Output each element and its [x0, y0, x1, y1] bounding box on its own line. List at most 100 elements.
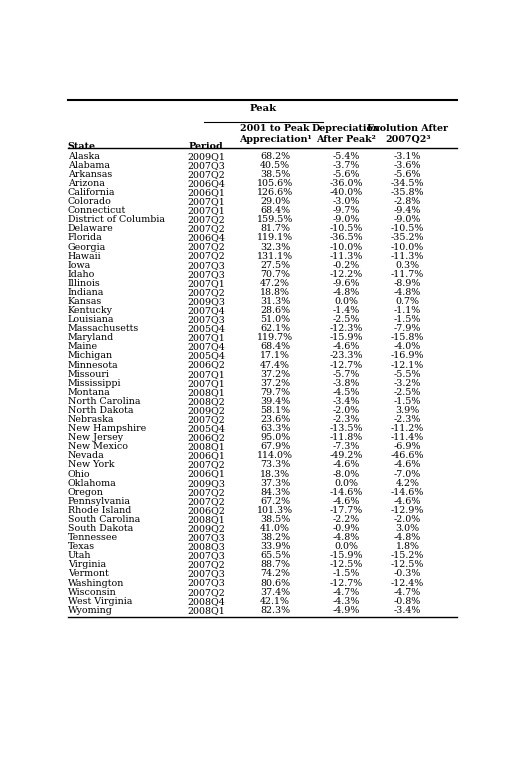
Text: 31.3%: 31.3%: [260, 297, 290, 306]
Text: 2007Q1: 2007Q1: [187, 197, 224, 206]
Text: 80.6%: 80.6%: [260, 578, 290, 587]
Text: -11.8%: -11.8%: [329, 433, 362, 442]
Text: -4.0%: -4.0%: [393, 342, 420, 352]
Text: 2007Q4: 2007Q4: [187, 342, 224, 352]
Text: 2007Q1: 2007Q1: [187, 379, 224, 388]
Text: Mississippi: Mississippi: [68, 379, 121, 388]
Text: -4.8%: -4.8%: [332, 288, 359, 297]
Text: Nebraska: Nebraska: [68, 415, 114, 424]
Text: -0.3%: -0.3%: [393, 569, 420, 578]
Text: 2007Q3: 2007Q3: [187, 161, 224, 170]
Text: Illinois: Illinois: [68, 279, 100, 288]
Text: 2009Q2: 2009Q2: [187, 406, 224, 415]
Text: 119.1%: 119.1%: [257, 234, 293, 243]
Text: 2007Q3: 2007Q3: [187, 269, 224, 279]
Text: -4.6%: -4.6%: [332, 342, 359, 352]
Text: 81.7%: 81.7%: [260, 224, 290, 234]
Text: 2007Q2: 2007Q2: [187, 170, 224, 179]
Text: -10.0%: -10.0%: [390, 243, 423, 251]
Text: 84.3%: 84.3%: [260, 488, 290, 497]
Text: -35.2%: -35.2%: [390, 234, 423, 243]
Text: -9.0%: -9.0%: [332, 215, 359, 224]
Text: -4.8%: -4.8%: [393, 533, 420, 542]
Text: -2.8%: -2.8%: [393, 197, 420, 206]
Text: North Carolina: North Carolina: [68, 397, 140, 406]
Text: 88.7%: 88.7%: [260, 560, 290, 569]
Text: 65.5%: 65.5%: [260, 551, 290, 560]
Text: -12.5%: -12.5%: [390, 560, 423, 569]
Text: -36.5%: -36.5%: [329, 234, 362, 243]
Text: -4.6%: -4.6%: [393, 497, 420, 506]
Text: 4.2%: 4.2%: [395, 479, 419, 488]
Text: -3.6%: -3.6%: [393, 161, 420, 170]
Text: 126.6%: 126.6%: [257, 188, 293, 197]
Text: 63.3%: 63.3%: [260, 424, 290, 433]
Text: -36.0%: -36.0%: [329, 179, 362, 188]
Text: Wyoming: Wyoming: [68, 606, 112, 615]
Text: 62.1%: 62.1%: [260, 324, 290, 333]
Text: -12.1%: -12.1%: [390, 361, 423, 370]
Text: 2007Q1: 2007Q1: [187, 370, 224, 379]
Text: 2006Q4: 2006Q4: [187, 179, 224, 188]
Text: -1.5%: -1.5%: [332, 569, 359, 578]
Text: Connecticut: Connecticut: [68, 206, 126, 215]
Text: -4.8%: -4.8%: [393, 288, 420, 297]
Text: -12.3%: -12.3%: [329, 324, 362, 333]
Text: 2008Q1: 2008Q1: [187, 515, 224, 524]
Text: Kansas: Kansas: [68, 297, 102, 306]
Text: Peak: Peak: [249, 103, 276, 113]
Text: 67.9%: 67.9%: [260, 442, 290, 451]
Text: Georgia: Georgia: [68, 243, 106, 251]
Text: 119.7%: 119.7%: [257, 333, 293, 342]
Text: 2007Q2: 2007Q2: [187, 252, 224, 260]
Text: -4.3%: -4.3%: [332, 597, 359, 606]
Text: 2007Q2: 2007Q2: [187, 215, 224, 224]
Text: 2007Q1: 2007Q1: [187, 279, 224, 288]
Text: -2.3%: -2.3%: [332, 415, 359, 424]
Text: -4.8%: -4.8%: [332, 533, 359, 542]
Text: Rhode Island: Rhode Island: [68, 506, 131, 515]
Text: -4.5%: -4.5%: [332, 388, 359, 396]
Text: 2006Q1: 2006Q1: [187, 451, 224, 460]
Text: Utah: Utah: [68, 551, 91, 560]
Text: 159.5%: 159.5%: [257, 215, 293, 224]
Text: -5.4%: -5.4%: [332, 151, 359, 161]
Text: Washington: Washington: [68, 578, 124, 587]
Text: -4.7%: -4.7%: [393, 587, 420, 597]
Text: -4.6%: -4.6%: [332, 460, 359, 470]
Text: District of Columbia: District of Columbia: [68, 215, 164, 224]
Text: 79.7%: 79.7%: [260, 388, 290, 396]
Text: -8.9%: -8.9%: [393, 279, 420, 288]
Text: Nevada: Nevada: [68, 451, 104, 460]
Text: Texas: Texas: [68, 543, 95, 551]
Text: 0.0%: 0.0%: [334, 543, 358, 551]
Text: Vermont: Vermont: [68, 569, 108, 578]
Text: 2007Q2: 2007Q2: [187, 224, 224, 234]
Text: 2005Q4: 2005Q4: [187, 324, 224, 333]
Text: -7.9%: -7.9%: [393, 324, 420, 333]
Text: -2.5%: -2.5%: [393, 388, 420, 396]
Text: 2001 to Peak
Appreciation¹: 2001 to Peak Appreciation¹: [238, 123, 311, 144]
Text: -9.0%: -9.0%: [393, 215, 420, 224]
Text: Iowa: Iowa: [68, 261, 91, 269]
Text: -3.8%: -3.8%: [332, 379, 359, 388]
Text: 2007Q3: 2007Q3: [187, 551, 224, 560]
Text: -5.5%: -5.5%: [393, 370, 420, 379]
Text: 67.2%: 67.2%: [260, 497, 290, 506]
Text: 2006Q2: 2006Q2: [187, 506, 224, 515]
Text: -15.9%: -15.9%: [329, 551, 362, 560]
Text: -7.3%: -7.3%: [332, 442, 359, 451]
Text: Tennessee: Tennessee: [68, 533, 118, 542]
Text: 2005Q4: 2005Q4: [187, 352, 224, 361]
Text: Missouri: Missouri: [68, 370, 109, 379]
Text: 2006Q1: 2006Q1: [187, 188, 224, 197]
Text: -3.0%: -3.0%: [332, 197, 359, 206]
Text: -12.5%: -12.5%: [329, 560, 362, 569]
Text: -7.0%: -7.0%: [393, 470, 420, 479]
Text: 29.0%: 29.0%: [260, 197, 290, 206]
Text: Maine: Maine: [68, 342, 98, 352]
Text: 2007Q2: 2007Q2: [187, 415, 224, 424]
Text: Evolution After
2007Q2³: Evolution After 2007Q2³: [366, 123, 447, 144]
Text: Oklahoma: Oklahoma: [68, 479, 116, 488]
Text: -9.6%: -9.6%: [332, 279, 359, 288]
